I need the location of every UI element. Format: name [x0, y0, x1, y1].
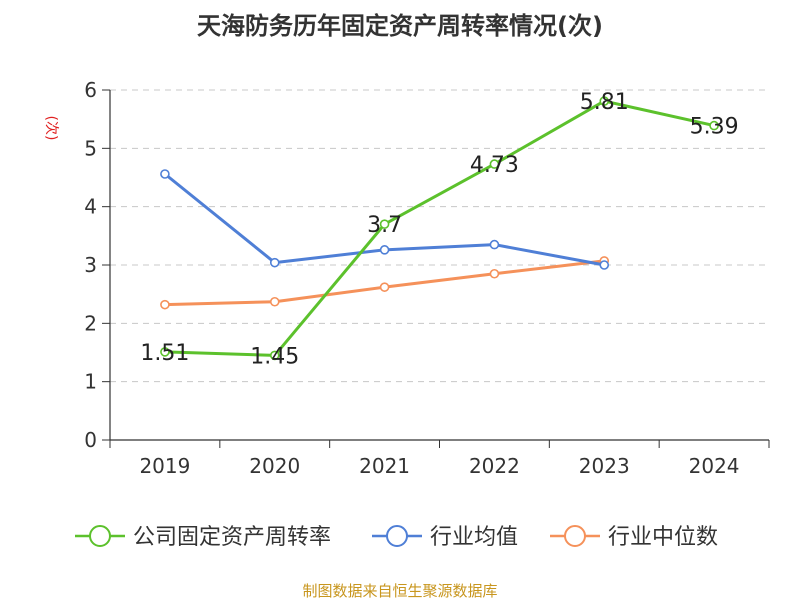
legend-label: 公司固定资产周转率: [133, 525, 331, 550]
data-label: 5.39: [690, 115, 739, 140]
data-label: 4.73: [470, 153, 519, 178]
series-line: [164, 99, 715, 357]
x-tick-label: 2019: [139, 454, 190, 478]
data-label: 5.81: [580, 90, 629, 115]
y-tick-label: 1: [84, 370, 97, 394]
data-point[interactable]: [489, 268, 500, 279]
source-note: 制图数据来自恒生聚源数据库: [302, 582, 497, 600]
series-lines: [160, 96, 719, 361]
legend[interactable]: 公司固定资产周转率 行业均值 行业中位数: [75, 525, 718, 550]
x-tick-label: 2023: [579, 454, 630, 478]
data-point[interactable]: [269, 296, 280, 307]
data-labels: 1.51 1.45 3.7 4.73 5.81 5.39: [140, 90, 738, 369]
data-point[interactable]: [269, 350, 280, 361]
legend-marker: [564, 525, 586, 547]
data-point[interactable]: [709, 120, 719, 131]
data-label: 1.45: [250, 344, 299, 369]
data-point[interactable]: [379, 282, 390, 292]
data-point[interactable]: [599, 96, 610, 106]
y-tick-label: 6: [84, 78, 97, 102]
data-point[interactable]: [160, 347, 170, 357]
y-tick-label: 0: [84, 428, 97, 452]
axes: 0 1 2 3 4 5 6 2019 2020 2021 2022 2023 2024: [84, 78, 770, 478]
data-label: 1.51: [140, 341, 189, 366]
chart-title: 天海防务历年固定资产周转率情况(次): [197, 12, 603, 40]
gridlines: [110, 89, 769, 383]
y-axis-label: (次): [43, 116, 59, 141]
data-point[interactable]: [599, 260, 610, 270]
y-tick-label: 2: [84, 311, 97, 335]
data-point[interactable]: [160, 169, 170, 179]
y-tick-label: 5: [84, 136, 97, 160]
data-point[interactable]: [269, 257, 280, 268]
x-tick-label: 2024: [689, 454, 740, 478]
data-point[interactable]: [379, 245, 390, 255]
data-point[interactable]: [160, 299, 170, 310]
data-point[interactable]: [489, 159, 500, 169]
x-tick-label: 2022: [469, 454, 520, 478]
legend-label: 行业均值: [430, 525, 518, 550]
legend-label: 行业中位数: [608, 525, 718, 550]
data-point[interactable]: [379, 219, 390, 229]
data-point[interactable]: [489, 239, 500, 250]
legend-marker: [386, 525, 408, 547]
x-tick-label: 2021: [359, 454, 410, 478]
y-tick-label: 4: [84, 195, 97, 219]
legend-item[interactable]: 公司固定资产周转率: [75, 525, 331, 550]
data-label: 3.7: [367, 213, 402, 238]
legend-item[interactable]: 行业中位数: [550, 525, 718, 550]
y-tick-label: 3: [84, 253, 97, 277]
legend-item[interactable]: 行业均值: [372, 525, 518, 550]
x-tick-label: 2020: [249, 454, 300, 478]
legend-marker: [89, 525, 111, 547]
